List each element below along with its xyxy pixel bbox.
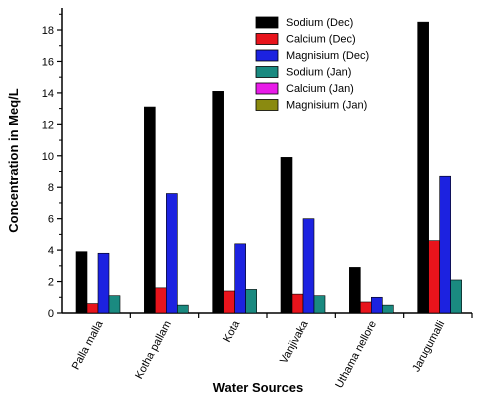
bar-palla-malla-magnisium-dec [97, 252, 110, 314]
bar-vanjivaka-calcium-dec [291, 293, 304, 314]
y-tick-label: 14 [42, 88, 54, 100]
x-tick-label: Palla malla [70, 318, 106, 372]
bar-vanjivaka-sodium-dec [280, 157, 293, 314]
bar-palla-malla-calcium-dec [86, 303, 99, 314]
bar-jarugumalli-sodium-dec [417, 21, 429, 314]
bar-uthama-nellore-magnisium-dec [371, 296, 383, 314]
bar-kotha-pallam-calcium-dec [155, 287, 167, 314]
legend-label: Calcium (Jan) [286, 83, 354, 95]
bar-palla-malla-sodium-dec [75, 251, 88, 314]
legend-swatch [255, 82, 279, 95]
legend-label: Calcium (Dec) [286, 34, 356, 46]
y-axis-title: Concentration in Meq/L [6, 88, 21, 233]
y-tick-label: 10 [42, 151, 54, 163]
legend-label: Sodium (Jan) [286, 67, 351, 79]
bar-kota-calcium-dec [223, 290, 235, 314]
legend-swatch [255, 99, 279, 111]
y-tick-label: 4 [48, 245, 54, 257]
legend-swatch [255, 49, 279, 62]
y-tick-label: 0 [48, 308, 54, 320]
legend-label: Magnisium (Jan) [286, 100, 367, 112]
bars [75, 21, 462, 314]
y-axis-ticks: 0 2 4 6 8 10 12 14 16 18 [42, 13, 62, 320]
bar-kota-sodium-dec [212, 91, 224, 314]
bar-kotha-pallam-sodium-jan [177, 304, 189, 314]
bar-kota-magnisium-dec [234, 243, 246, 314]
bar-uthama-nellore-sodium-jan [382, 304, 394, 314]
x-tick-label: Jarugumalli [410, 319, 447, 374]
y-tick-label: 12 [42, 119, 54, 131]
bar-jarugumalli-magnisium-dec [439, 175, 451, 314]
x-axis-labels: Palla malla Kotha pallam Kota Vanjivaka Utha… [70, 313, 473, 390]
bar-jarugumalli-sodium-jan [450, 279, 462, 314]
bar-vanjivaka-magnisium-dec [302, 218, 315, 314]
legend-swatch [255, 16, 279, 29]
legend-label: Sodium (Dec) [286, 17, 353, 29]
legend-swatch [255, 66, 279, 78]
y-tick-label: 8 [48, 182, 54, 194]
y-tick-label: 6 [48, 214, 54, 226]
y-tick-label: 18 [42, 25, 54, 37]
x-tick-label: Uthama nellore [333, 319, 379, 390]
bar-vanjivaka-sodium-jan [313, 295, 326, 314]
bar-uthama-nellore-sodium-dec [349, 267, 361, 314]
y-tick-label: 2 [48, 277, 54, 289]
bar-kota-sodium-jan [245, 289, 257, 314]
legend-label: Magnisium (Dec) [286, 50, 369, 62]
bar-kotha-pallam-magnisium-dec [166, 193, 178, 314]
bar-palla-malla-sodium-jan [108, 295, 121, 314]
x-tick-label: Vanjivaka [278, 318, 311, 366]
legend-swatch [255, 33, 279, 45]
bar-jarugumalli-calcium-dec [428, 240, 440, 314]
x-axis-title: Water Sources [213, 380, 304, 395]
x-tick-label: Kotha pallam [133, 319, 174, 381]
x-tick-label: Kota [221, 318, 243, 344]
y-tick-label: 16 [42, 56, 54, 68]
bar-kotha-pallam-sodium-dec [144, 106, 156, 314]
bar-uthama-nellore-calcium-dec [360, 301, 372, 314]
legend: Sodium (Dec) Calcium (Dec) Magnisium (Dec)… [250, 14, 402, 119]
